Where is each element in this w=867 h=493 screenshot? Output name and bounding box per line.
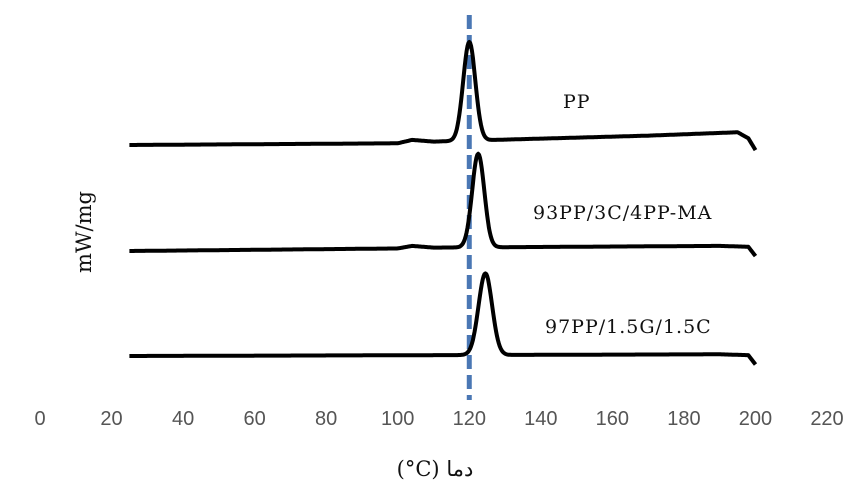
series-line-0 <box>128 40 758 152</box>
series-line-1 <box>128 151 758 258</box>
x-tick-label: 100 <box>381 408 414 430</box>
x-tick-label: 120 <box>453 408 486 430</box>
x-tick-label: 180 <box>667 408 700 430</box>
y-axis-title: mW/mg <box>72 191 96 273</box>
x-axis-title: (°C) دما <box>397 457 474 481</box>
x-tick-labels: 0 20 40 60 80 100 120 140 160 180 200 220 <box>34 408 843 430</box>
curves-group <box>128 40 758 366</box>
x-tick-label: 0 <box>34 408 45 430</box>
x-tick-label: 200 <box>739 408 772 430</box>
series-line-2 <box>128 271 758 366</box>
x-tick-label: 20 <box>100 408 122 430</box>
x-tick-label: 220 <box>810 408 843 430</box>
series-label-93pp: 93PP/3C/4PP-MA <box>533 202 712 224</box>
x-tick-label: 40 <box>172 408 194 430</box>
series-label-pp: PP <box>563 91 591 113</box>
x-tick-label: 80 <box>315 408 337 430</box>
x-tick-label: 60 <box>244 408 266 430</box>
x-tick-label: 140 <box>524 408 557 430</box>
x-tick-label: 160 <box>596 408 629 430</box>
series-label-97pp: 97PP/1.5G/1.5C <box>545 316 712 338</box>
